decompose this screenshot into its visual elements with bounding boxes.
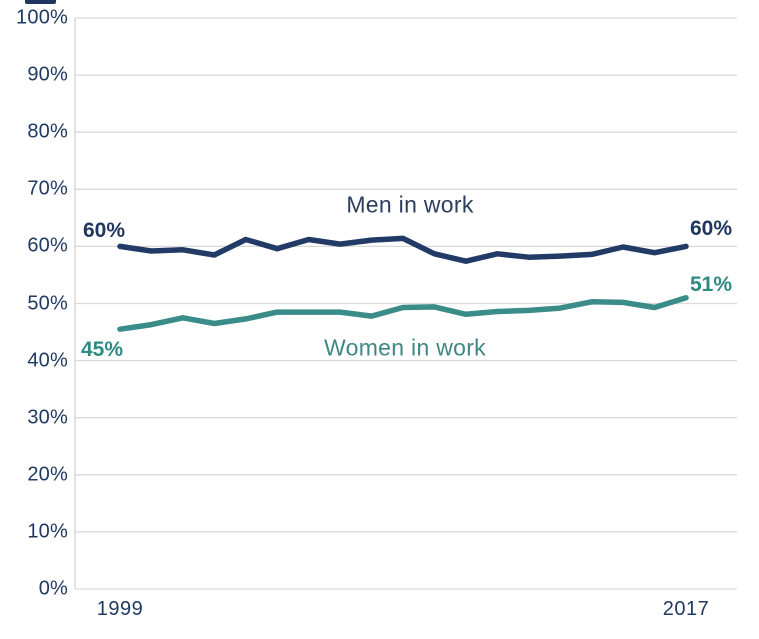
women-start-value-label: 45% <box>80 338 124 361</box>
women-series-label: Women in work <box>324 334 486 361</box>
y-tick-label-80%: 80% <box>27 120 68 143</box>
y-tick-label-50%: 50% <box>27 292 68 314</box>
y-tick-label-90%: 90% <box>27 63 68 86</box>
men-series-label: Men in work <box>346 191 474 218</box>
y-tick-label-100%: 100% <box>16 6 68 29</box>
y-tick-label-0%: 0% <box>38 577 68 600</box>
x-tick-label-1999: 1999 <box>96 598 144 620</box>
series-line-men-in-work <box>117 235 689 264</box>
y-tick-label-10%: 10% <box>27 520 68 543</box>
men-end-value-label: 60% <box>689 217 733 240</box>
y-tick-label-60%: 60% <box>27 234 68 257</box>
x-tick-label-2017: 2017 <box>662 598 710 620</box>
y-tick-label-30%: 30% <box>27 406 68 429</box>
cropped-text-fragment <box>25 0 56 4</box>
y-tick-label-40%: 40% <box>27 349 68 372</box>
men-start-value-label: 60% <box>82 219 126 242</box>
y-tick-label-20%: 20% <box>27 463 68 486</box>
women-end-value-label: 51% <box>689 273 733 296</box>
y-tick-label-70%: 70% <box>27 177 68 200</box>
series-line-women-in-work <box>117 295 689 332</box>
